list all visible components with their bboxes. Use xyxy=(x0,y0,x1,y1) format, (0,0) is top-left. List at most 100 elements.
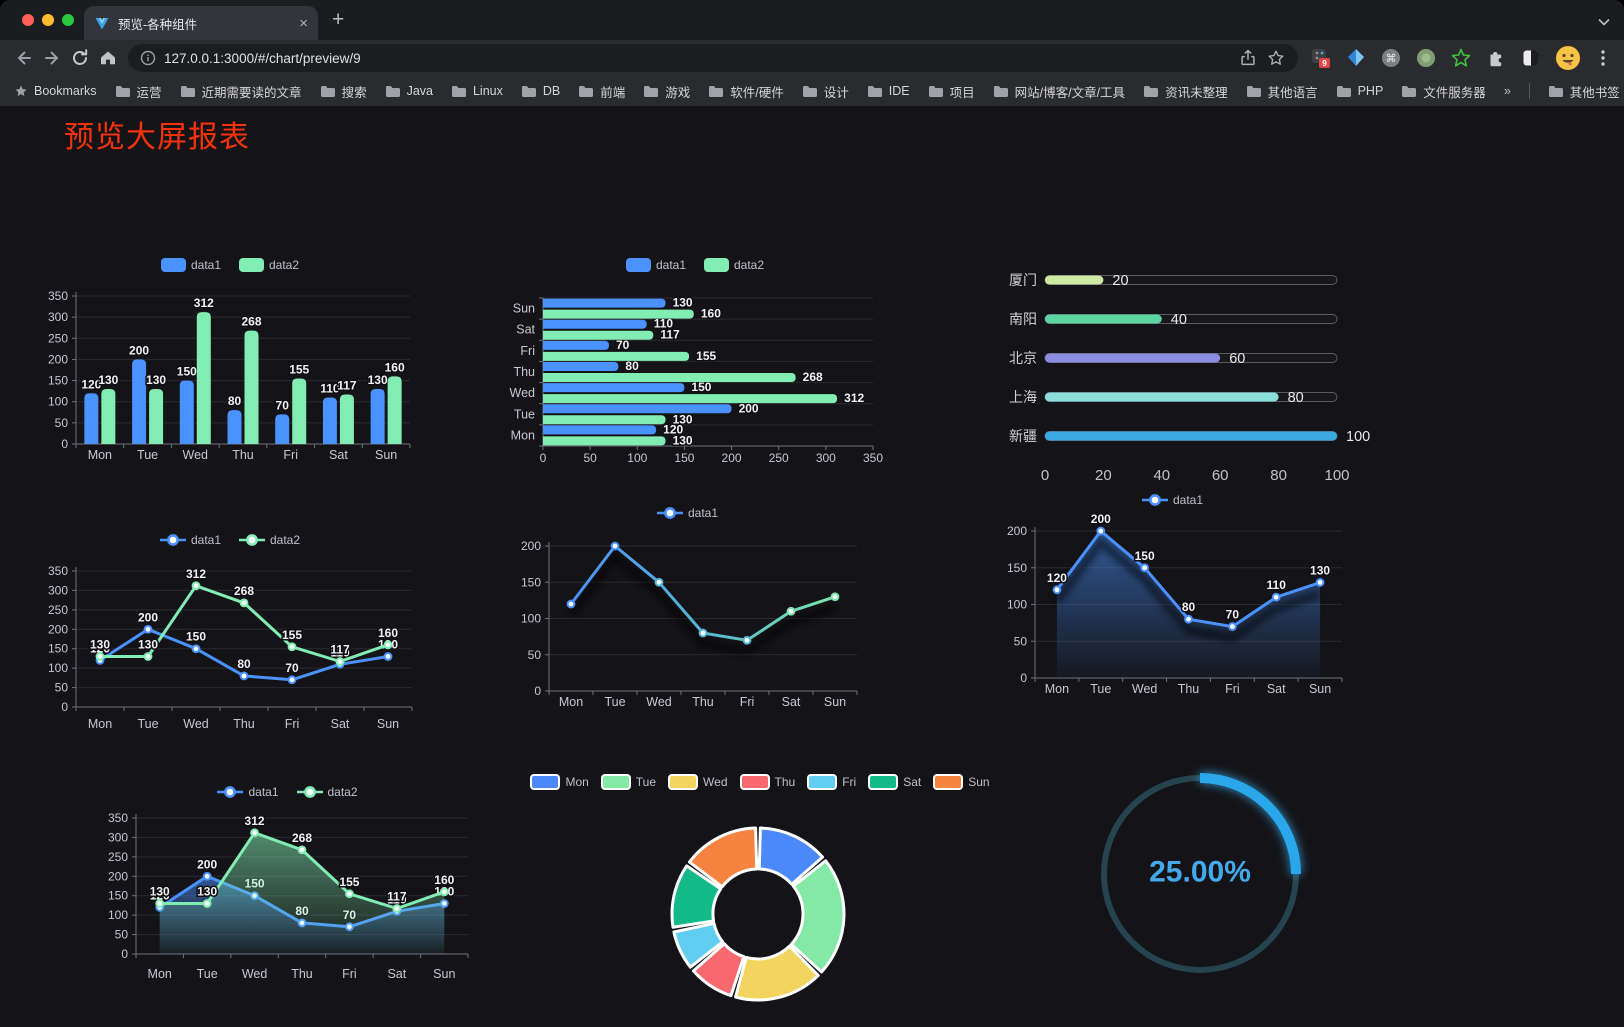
bookmark-游戏[interactable]: 游戏 xyxy=(643,82,690,101)
progress-category-label: 上海 xyxy=(1009,389,1037,405)
command-extension-icon[interactable]: ⌘ xyxy=(1380,47,1402,69)
chart-legend: data1 data2 xyxy=(40,258,420,272)
legend-item-Sat[interactable]: Sat xyxy=(868,774,921,790)
maximize-window-button[interactable] xyxy=(62,14,74,26)
share-icon[interactable] xyxy=(1238,48,1258,68)
extension-badge-icon[interactable]: 9 xyxy=(1308,46,1332,70)
kite-extension-icon[interactable] xyxy=(1345,47,1367,69)
extensions-puzzle-icon[interactable] xyxy=(1485,47,1507,69)
bookmark-label: DB xyxy=(542,84,561,98)
browser-tab[interactable]: 预览-各种组件 × xyxy=(84,6,318,40)
data-label: 130 xyxy=(673,433,693,447)
legend-swatch xyxy=(160,258,186,272)
bookmark-Bookmarks[interactable]: Bookmarks xyxy=(14,84,97,98)
bookmark-搜索[interactable]: 搜索 xyxy=(320,82,367,101)
bookmark-IDE[interactable]: IDE xyxy=(867,84,910,98)
back-icon[interactable] xyxy=(10,45,38,71)
legend-item-data1[interactable]: data1 xyxy=(160,258,221,272)
site-info-icon[interactable] xyxy=(140,50,156,66)
minimize-window-button[interactable] xyxy=(42,14,54,26)
legend-item-data1[interactable]: data1 xyxy=(625,258,686,272)
legend-item-Tue[interactable]: Tue xyxy=(600,774,656,790)
axis-label: 50 xyxy=(115,928,129,942)
home-icon[interactable] xyxy=(94,45,122,71)
bookmark-软件/硬件[interactable]: 软件/硬件 xyxy=(708,82,784,101)
bookmark-文件服务器[interactable]: 文件服务器 xyxy=(1401,82,1486,101)
chart-legend: Mon Tue Wed Thu Fri Sat Sun xyxy=(530,774,990,790)
chart-canvas: 0 50 100 150 200 250 300 350 Mon Tue Wed Thu Fri Sat S… xyxy=(48,564,413,731)
legend-item-data2[interactable]: data2 xyxy=(239,258,299,272)
folder-icon xyxy=(928,85,943,97)
bookmarks-bar: Bookmarks 运营 近期需要读的文章 搜索 Java Linux DB 前端 游戏 软件/硬… xyxy=(0,76,1624,106)
legend-swatch xyxy=(739,774,770,790)
legend-item-data1[interactable]: data1 xyxy=(1141,493,1203,507)
data-label: 155 xyxy=(696,349,716,363)
data-label: 120 xyxy=(81,377,101,391)
bookmark-资讯未整理[interactable]: 资讯未整理 xyxy=(1143,82,1228,101)
bookmark-Java[interactable]: Java xyxy=(385,84,433,98)
legend-item-data2[interactable]: data2 xyxy=(296,785,358,799)
bookmark-star-icon[interactable] xyxy=(1266,48,1286,68)
legend-item-data2[interactable]: data2 xyxy=(704,258,764,272)
axis-label: Sat xyxy=(1267,682,1286,696)
legend-item-data1[interactable]: data1 xyxy=(159,533,221,547)
bookmark-PHP[interactable]: PHP xyxy=(1336,84,1383,98)
green-star-extension-icon[interactable] xyxy=(1450,47,1472,69)
legend-item-Sun[interactable]: Sun xyxy=(933,774,990,790)
bookmark-近期需要读的文章[interactable]: 近期需要读的文章 xyxy=(180,82,302,101)
bookmark-网站/博客/文章/工具[interactable]: 网站/博客/文章/工具 xyxy=(993,82,1125,101)
dark-mode-extension-icon[interactable] xyxy=(1520,47,1542,69)
data-label: 130 xyxy=(1310,563,1330,577)
legend-item-data2[interactable]: data2 xyxy=(239,533,300,547)
url-input[interactable]: 127.0.0.1:3000/#/chart/preview/9 xyxy=(128,44,1298,72)
legend-item-Fri[interactable]: Fri xyxy=(807,774,856,790)
axis-label: Fri xyxy=(520,344,535,358)
data-label: 70 xyxy=(1226,608,1240,622)
bookmark-Linux[interactable]: Linux xyxy=(451,84,503,98)
profile-avatar[interactable] xyxy=(1555,45,1581,71)
data-label: 130 xyxy=(673,412,693,426)
legend-label: data1 xyxy=(687,506,719,520)
axis-label: 100 xyxy=(627,451,647,465)
extension-badge-count: 9 xyxy=(1322,58,1327,68)
tab-overflow-chevron-icon[interactable] xyxy=(1598,13,1610,31)
pie-slice-Mon xyxy=(757,826,825,886)
bar-data2-Sun xyxy=(387,376,402,444)
bookmark-DB[interactable]: DB xyxy=(521,84,560,98)
close-window-button[interactable] xyxy=(22,14,34,26)
green-circle-extension-icon[interactable] xyxy=(1415,47,1437,69)
data-label: 120 xyxy=(90,641,110,655)
forward-icon[interactable] xyxy=(38,45,66,71)
bookmarks-overflow-chevron[interactable]: » xyxy=(1504,84,1511,98)
legend-swatch xyxy=(625,258,651,272)
data-label: 200 xyxy=(129,343,149,357)
data-label: 80 xyxy=(1288,390,1304,406)
new-tab-button[interactable]: + xyxy=(332,8,345,31)
bar-data1-Fri xyxy=(543,340,609,350)
bookmark-其他语言[interactable]: 其他语言 xyxy=(1246,82,1318,101)
bookmark-label: 其他书签 xyxy=(1569,85,1620,100)
legend-item-Mon[interactable]: Mon xyxy=(530,774,589,790)
axis-label: Sun xyxy=(1309,682,1331,696)
bookmark-项目[interactable]: 项目 xyxy=(928,82,975,101)
bookmark-运营[interactable]: 运营 xyxy=(115,82,162,101)
folder-icon xyxy=(709,85,724,97)
axis-label: 100 xyxy=(1007,598,1027,612)
data-label: 312 xyxy=(844,391,864,405)
legend-item-Thu[interactable]: Thu xyxy=(739,774,795,790)
axis-label: Sun xyxy=(824,695,846,709)
legend-item-data1[interactable]: data1 xyxy=(656,506,719,520)
legend-item-Wed[interactable]: Wed xyxy=(668,774,728,790)
axis-label: Mon xyxy=(511,428,535,442)
menu-kebab-icon[interactable] xyxy=(1594,47,1612,69)
bookmark-label: Linux xyxy=(472,84,503,98)
bookmark-设计[interactable]: 设计 xyxy=(802,82,849,101)
bar-data1-Mon xyxy=(84,393,99,444)
bookmark-前端[interactable]: 前端 xyxy=(578,82,625,101)
bookmark-其他书签[interactable]: 其他书签 xyxy=(1548,82,1620,101)
refresh-icon[interactable] xyxy=(66,45,94,71)
legend-item-data1[interactable]: data1 xyxy=(217,785,279,799)
bar-data2-Thu xyxy=(244,330,259,444)
tab-close-icon[interactable]: × xyxy=(299,14,308,32)
data-label: 130 xyxy=(146,373,166,387)
